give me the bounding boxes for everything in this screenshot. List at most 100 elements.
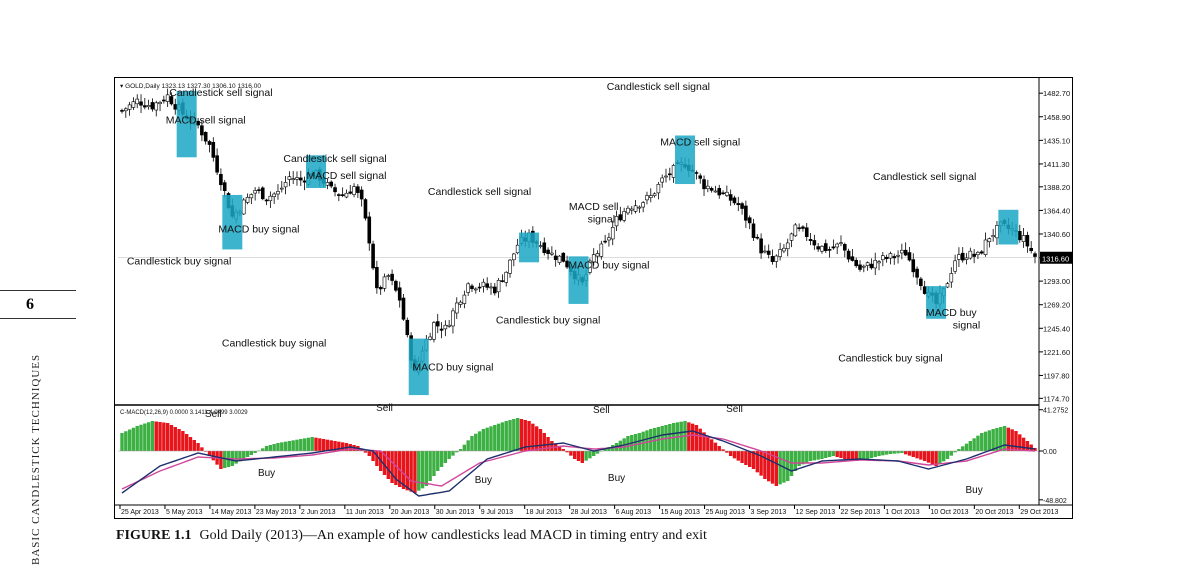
candle-body [964,257,969,260]
macd-histogram-bar [637,433,642,451]
candle-body [823,243,828,252]
candle-body [618,214,623,221]
candle-body [249,194,254,199]
candle-body [645,195,649,201]
candle-body [504,271,509,283]
macd-histogram-bar [915,451,919,459]
macd-histogram-bar [919,451,923,460]
macd-histogram-bar [656,427,661,451]
macd-annotation: Buy [258,468,275,479]
candle-body [481,281,486,287]
candle-body [162,99,166,102]
candle-body [432,322,436,340]
macd-histogram-bar [930,451,934,465]
signal-annotation: MACD buy [926,307,978,319]
candle-body [340,194,345,196]
candle-body [367,216,372,244]
macd-annotation: Sell [726,404,743,415]
candle-body [203,131,208,142]
candle-body [329,181,334,187]
candle-body [770,256,775,262]
macd-histogram-bar [234,451,238,464]
price-tick-label: 1482.70 [1043,89,1070,98]
candle-body [652,193,657,197]
candle-body [401,297,406,320]
signal-box [306,155,327,189]
macd-histogram-bar [200,447,204,451]
macd-histogram-bar [865,451,870,459]
candle-body [120,110,124,112]
macd-histogram-bar [949,451,954,456]
macd-histogram-bar [340,442,345,451]
candle-body [143,105,147,108]
candle-body [268,195,273,202]
macd-histogram-bar [481,429,486,451]
candle-body [131,101,136,108]
candle-body [751,223,756,238]
candle-body [972,253,976,257]
macd-histogram-bar [401,451,406,489]
macd-histogram-bar [751,451,756,469]
macd-histogram-bar [961,446,965,451]
macd-histogram-bar [1025,441,1030,451]
macd-histogram-bar [770,451,775,484]
macd-histogram-bar [439,451,444,467]
candle-body [976,252,980,256]
signal-box [568,256,589,304]
macd-histogram-bar [386,451,390,479]
candle-body [915,268,919,278]
macd-histogram-bar [299,439,303,451]
macd-histogram-bar [420,451,425,489]
macd-histogram-bar [321,439,326,451]
macd-histogram-bar [740,451,744,463]
chart-container: 1482.70 1458.90 1435.10 1411.30 1388.20 1364.… [114,77,1074,520]
candle-body [378,287,383,290]
candle-body [648,195,653,198]
candle-body [881,255,885,261]
candle-body [725,191,729,196]
macd-histogram-bar [759,451,763,476]
candle-body [253,190,257,194]
signal-annotation: MACD buy signal [568,259,649,271]
macd-histogram-bar [223,451,227,468]
candle-body [804,227,809,237]
macd-histogram-bar [649,429,653,451]
macd-histogram-bar [432,451,436,476]
macd-histogram-bar [219,451,223,469]
macd-histogram-bar [447,451,451,459]
macd-histogram-bar [550,441,554,451]
macd-histogram-bar [945,451,950,459]
macd-histogram-bar [515,418,520,451]
candle-body [127,104,132,110]
macd-histogram-bar [124,431,128,451]
macd-histogram-bar [181,431,185,451]
candle-body [515,244,520,254]
macd-histogram-bar [127,429,132,451]
time-tick-label: 5 May 2013 [166,509,203,516]
candle-body [207,141,212,145]
macd-histogram-bar [1021,437,1026,451]
candle-body [622,211,626,221]
macd-histogram-bar [588,451,592,459]
macd-histogram-bar [641,431,645,451]
macd-histogram-bar [162,422,166,451]
macd-histogram-bar [793,451,798,471]
macd-histogram-bar [584,451,588,461]
macd-histogram-bar [957,449,961,451]
macd-histogram-bar [295,439,299,451]
time-tick-label: 22 Sep 2013 [840,509,880,516]
candle-body [298,177,303,181]
macd-histogram-bar [831,451,836,456]
macd-histogram-bar [607,447,611,451]
time-tick-label: 29 Oct 2013 [1020,509,1058,516]
macd-histogram-bar [489,426,493,451]
macd-histogram-bar [694,425,699,451]
macd-histogram-bar [922,451,927,461]
candle-body [371,243,375,269]
page-margin: 6 BASIC CANDLESTICK TECHNIQUES [0,0,80,584]
candle-body [215,155,219,173]
signal-annotation: Candlestick sell signal [873,171,976,183]
price-tick-label: 1458.90 [1043,113,1070,122]
time-tick-label: 6 Aug 2013 [616,509,652,516]
candle-body [839,242,843,244]
